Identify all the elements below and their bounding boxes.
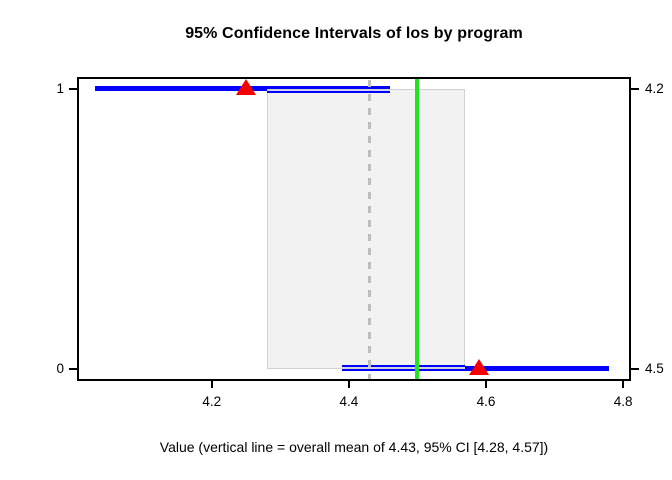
group-right-label: 4.2 (645, 81, 664, 97)
x-tick-label: 4.2 (202, 394, 222, 409)
group-right-label: 4.5 (645, 360, 664, 376)
x-tick-label: 4.6 (476, 394, 496, 409)
group-mean-triangle-marker (469, 358, 490, 375)
x-axis-tick (485, 381, 487, 388)
y-axis-tick (69, 88, 77, 91)
ci-line-overlay (266, 90, 390, 93)
right-axis-tick (631, 367, 639, 370)
y-axis-tick (69, 367, 77, 370)
y-tick-label: 1 (56, 81, 64, 97)
x-axis-tick (347, 381, 350, 388)
x-axis-tick (210, 381, 213, 388)
right-axis-tick (631, 88, 639, 91)
reference-line (415, 79, 420, 380)
group-mean-triangle-marker (236, 79, 256, 96)
overall-ci-rect (266, 89, 466, 369)
overall-mean-dashed-line (367, 80, 371, 380)
x-tick-label: 4.8 (613, 394, 633, 409)
x-axis-caption: Value (vertical line = overall mean of 4… (159, 439, 549, 455)
x-tick-label: 4.4 (339, 394, 359, 409)
y-tick-label: 0 (56, 360, 64, 376)
ci-line-overlay (342, 365, 466, 368)
x-axis-tick (622, 381, 625, 388)
chart-title: 95% Confidence Intervals of los by progr… (185, 25, 523, 42)
